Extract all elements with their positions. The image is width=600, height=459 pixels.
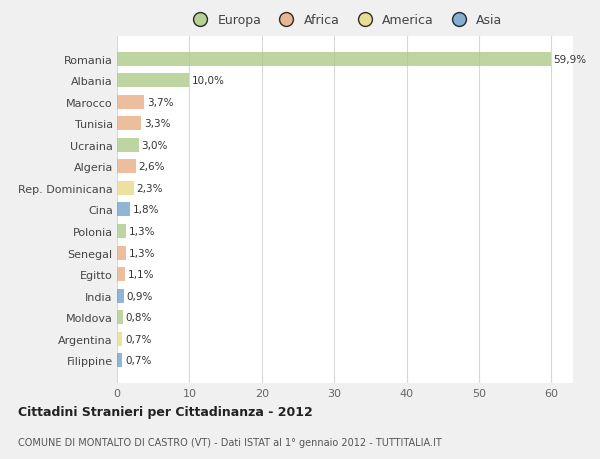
Bar [117,117,141,131]
Text: 1,3%: 1,3% [130,226,156,236]
Text: 2,3%: 2,3% [137,184,163,194]
Text: 0,7%: 0,7% [125,334,151,344]
Bar [117,95,144,109]
Bar [117,160,136,174]
Text: 1,1%: 1,1% [128,269,154,280]
Bar [117,203,130,217]
Text: 10,0%: 10,0% [192,76,225,86]
Bar [117,139,139,152]
Bar [117,332,122,346]
Bar [117,181,134,196]
Text: 1,3%: 1,3% [130,248,156,258]
Bar [117,246,127,260]
Bar [117,74,190,88]
Text: 59,9%: 59,9% [553,55,587,64]
Bar [117,268,125,281]
Text: 3,7%: 3,7% [146,97,173,107]
Text: 2,6%: 2,6% [139,162,165,172]
Bar [117,224,127,239]
Bar [117,353,122,368]
Text: COMUNE DI MONTALTO DI CASTRO (VT) - Dati ISTAT al 1° gennaio 2012 - TUTTITALIA.I: COMUNE DI MONTALTO DI CASTRO (VT) - Dati… [18,437,442,447]
Text: 3,3%: 3,3% [144,119,170,129]
Bar [117,311,123,325]
Legend: Europa, Africa, America, Asia: Europa, Africa, America, Asia [187,14,503,27]
Bar [117,52,551,67]
Text: 1,8%: 1,8% [133,205,160,215]
Text: Cittadini Stranieri per Cittadinanza - 2012: Cittadini Stranieri per Cittadinanza - 2… [18,405,313,419]
Text: 0,8%: 0,8% [125,313,152,323]
Text: 3,0%: 3,0% [142,140,168,151]
Text: 0,9%: 0,9% [127,291,153,301]
Text: 0,7%: 0,7% [125,356,151,365]
Bar [117,289,124,303]
